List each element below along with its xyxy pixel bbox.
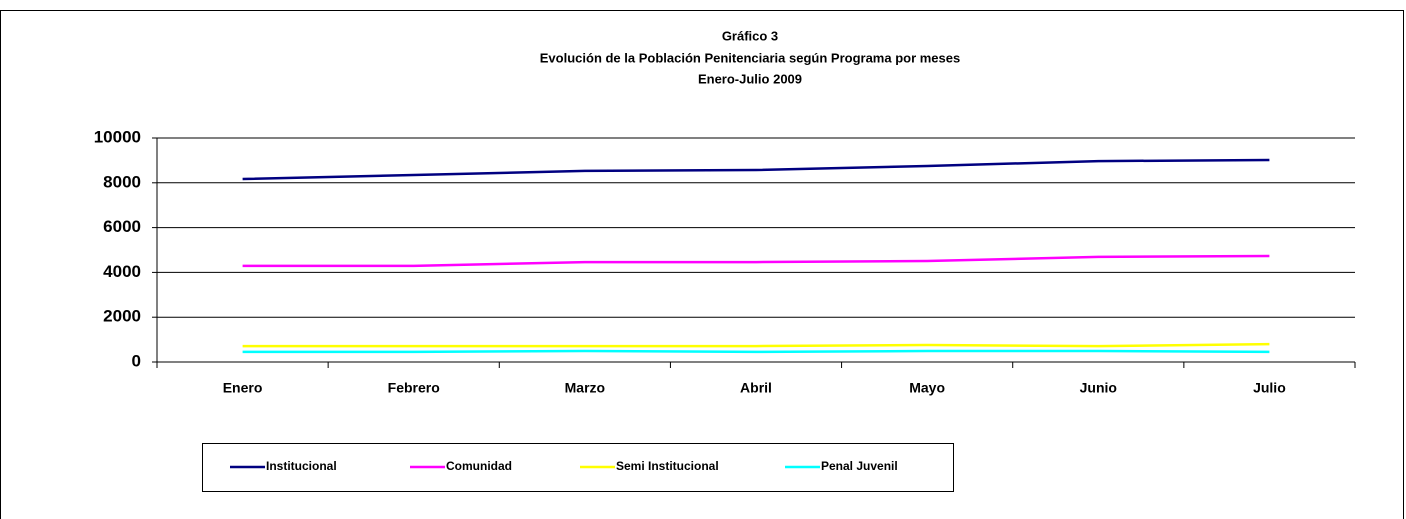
legend-label: Comunidad — [446, 459, 512, 473]
y-tick-label: 6000 — [103, 217, 141, 236]
y-tick-label: 8000 — [103, 172, 141, 191]
series-line — [242, 349, 1270, 354]
y-tick-label: 10000 — [94, 127, 141, 146]
chart-frame — [0, 10, 1404, 519]
y-tick-label: 4000 — [103, 262, 141, 281]
y-tick-label: 0 — [132, 351, 141, 370]
series-line — [242, 342, 1270, 348]
chart-title: Enero-Julio 2009 — [698, 71, 802, 86]
x-tick-label: Marzo — [565, 380, 605, 396]
chart-title: Evolución de la Población Penitenciaria … — [540, 50, 960, 65]
x-tick-label: Febrero — [388, 380, 440, 396]
legend-box — [202, 443, 954, 492]
series-line — [242, 254, 1270, 268]
x-tick-label: Enero — [223, 380, 263, 396]
legend-label: Semi Institucional — [616, 459, 719, 473]
series-line — [242, 158, 1270, 181]
legend-label: Institucional — [266, 459, 337, 473]
x-tick-label: Julio — [1253, 380, 1286, 396]
x-tick-label: Mayo — [909, 380, 945, 396]
x-tick-label: Abril — [740, 380, 772, 396]
x-tick-label: Junio — [1080, 380, 1117, 396]
chart-title: Gráfico 3 — [722, 28, 778, 43]
legend-label: Penal Juvenil — [821, 459, 898, 473]
y-tick-label: 2000 — [103, 307, 141, 326]
